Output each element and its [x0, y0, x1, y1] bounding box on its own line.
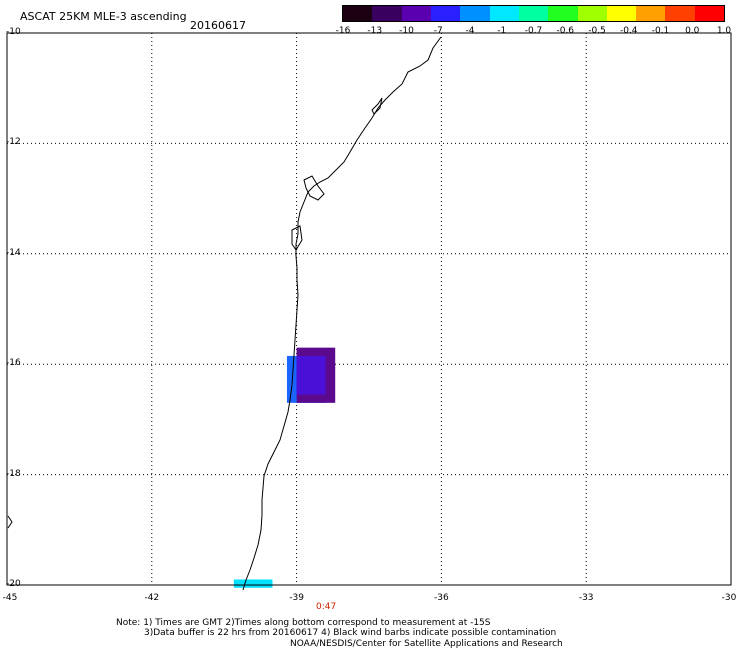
- note-line-3: NOAA/NESDIS/Center for Satellite Applica…: [290, 639, 563, 649]
- colorbar-segment: [665, 6, 695, 21]
- colorbar-segment: [518, 6, 549, 21]
- x-tick-label: -45: [2, 593, 18, 603]
- colorbar-tick-label: -0.1: [651, 26, 670, 36]
- colorbar-tick-label: -7: [433, 26, 443, 36]
- colorbar-segment: [548, 6, 578, 21]
- colorbar-tick-label: 0.0: [685, 26, 700, 36]
- note-line-1: Note: 1) Times are GMT 2)Times along bot…: [116, 618, 491, 628]
- colorbar-tick-label: -1: [497, 26, 507, 36]
- colorbar-tick-label: -16: [335, 26, 351, 36]
- colorbar-segment: [343, 6, 373, 21]
- x-tick-label: -33: [578, 593, 594, 603]
- x-tick-label: -42: [144, 593, 160, 603]
- colorbar-tick-label: 1.0: [716, 26, 732, 36]
- x-tick-label: -30: [721, 593, 737, 603]
- colorbar-segment: [606, 6, 637, 21]
- colorbar-tick-label: -0.5: [588, 26, 606, 36]
- colorbar-tick-label: -10: [399, 26, 414, 36]
- colorbar-segment: [460, 6, 490, 21]
- x-tick-label: -36: [434, 593, 449, 603]
- y-tick-label: -10: [6, 27, 21, 37]
- note-line-2: 3)Data buffer is 22 hrs from 20160617 4)…: [144, 628, 557, 638]
- y-tick-label: -18: [6, 468, 21, 479]
- date-label: 20160617: [190, 19, 246, 32]
- colorbar-tick-label: -0.4: [619, 26, 638, 36]
- y-tick-label: -20: [6, 579, 21, 589]
- colorbar-segment: [372, 6, 402, 21]
- x-tick-label: -39: [289, 593, 304, 603]
- colorbar-tick-label: -13: [367, 26, 383, 36]
- colorbar-segment: [430, 6, 461, 21]
- y-tick-label: -16: [6, 358, 21, 369]
- colorbar-segment: [694, 6, 725, 21]
- colorbar-tick-label: -4: [465, 26, 475, 36]
- time-label: 0:47: [316, 602, 337, 612]
- colorbar-tick-label: -0.6: [556, 26, 575, 36]
- plot-frame: [6, 32, 732, 586]
- y-tick-label: -12: [6, 137, 21, 148]
- product-title: ASCAT 25KM MLE-3 ascending: [20, 10, 187, 23]
- data-cells: [233, 347, 336, 588]
- colorbar-segment: [401, 6, 431, 21]
- colorbar-segment: [489, 6, 519, 21]
- wind-data-cell: [233, 579, 273, 588]
- coastline: [242, 36, 442, 591]
- y-tick-label: -14: [6, 247, 21, 258]
- wind-data-cell: [296, 355, 326, 395]
- grid-lines: [7, 33, 731, 585]
- colorbar-strip: [342, 5, 725, 22]
- colorbar-tick-label: -0.7: [524, 26, 543, 36]
- colorbar-segment: [577, 6, 607, 21]
- colorbar-segment: [636, 6, 666, 21]
